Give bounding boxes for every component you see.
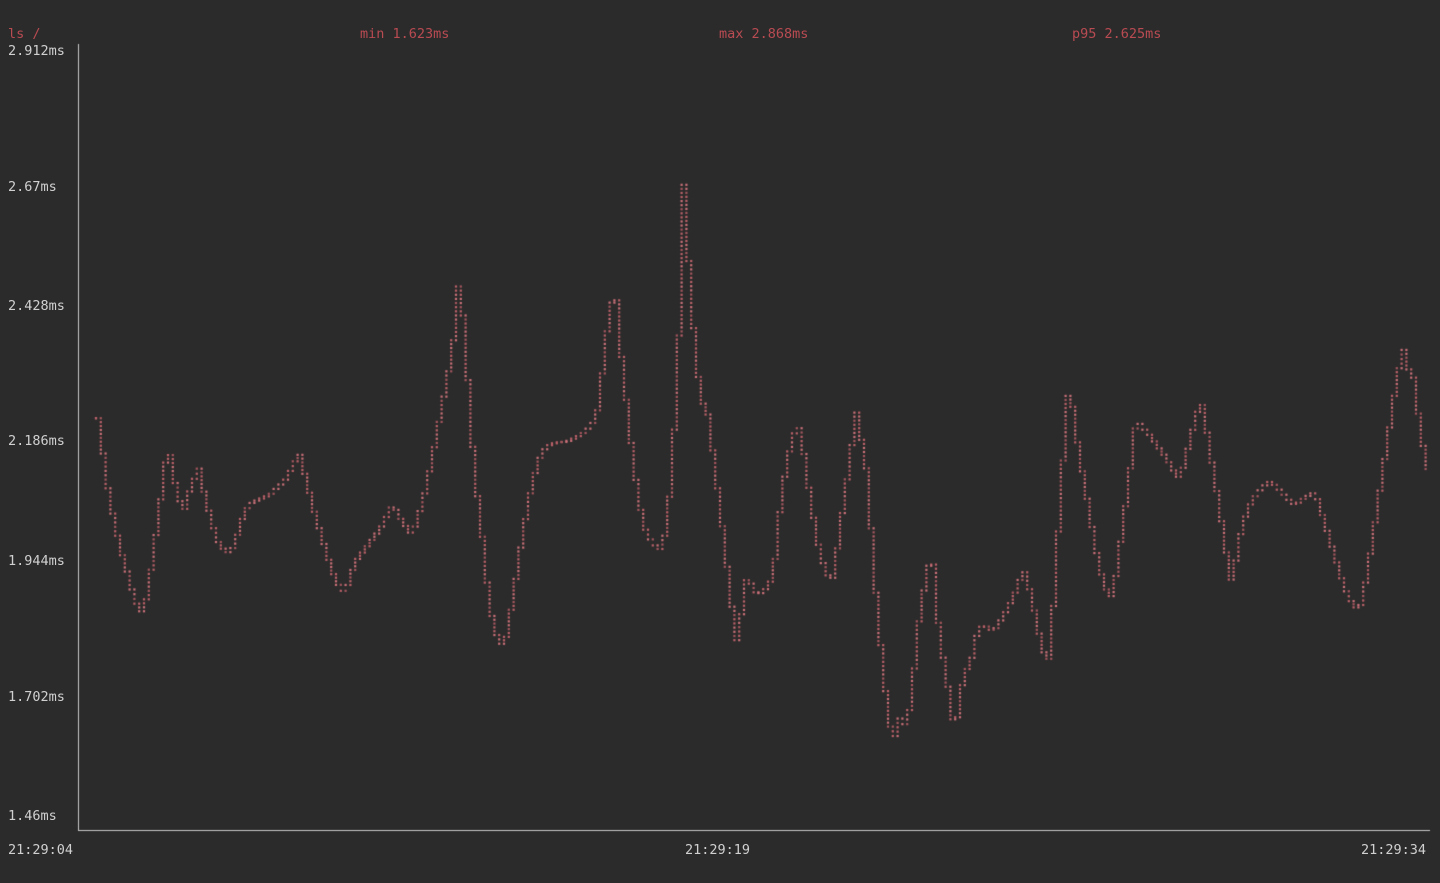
x-tick-label: 21:29:04 xyxy=(8,842,74,858)
stat-max: max 2.868ms xyxy=(719,26,809,42)
y-tick-label: 2.186ms xyxy=(8,433,65,449)
y-tick-label: 2.428ms xyxy=(8,298,65,314)
y-tick-label: 2.912ms xyxy=(8,43,65,59)
y-tick-label: 1.944ms xyxy=(8,553,65,569)
chart-title: ls / xyxy=(8,26,41,42)
y-tick-label: 2.67ms xyxy=(8,179,57,195)
y-tick-label: 1.46ms xyxy=(8,808,57,824)
stat-p95: p95 2.625ms xyxy=(1072,26,1162,42)
y-tick-label: 1.702ms xyxy=(8,689,65,705)
x-tick-label: 21:29:19 xyxy=(685,842,751,858)
x-tick-label: 21:29:34 xyxy=(1361,842,1427,858)
stat-min: min 1.623ms xyxy=(360,26,450,42)
